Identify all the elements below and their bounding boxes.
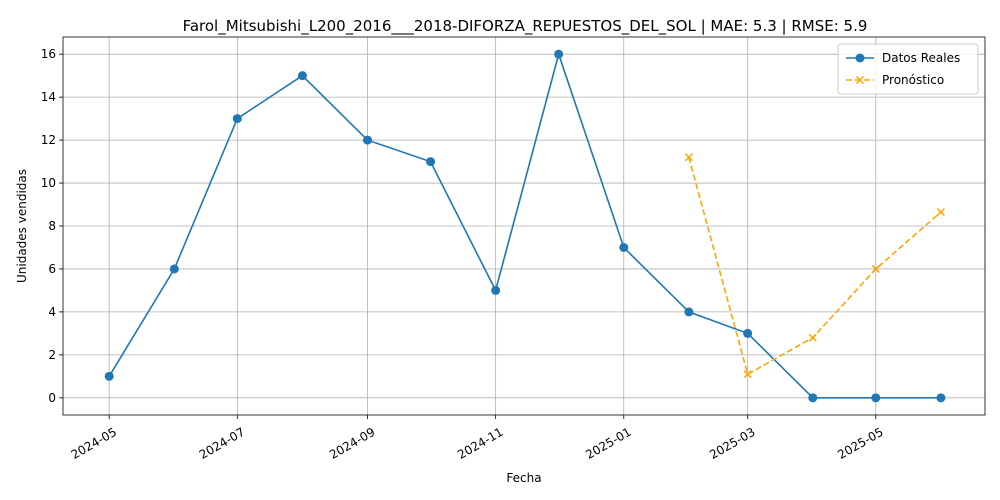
x-tick-label: 2024-09 bbox=[327, 425, 377, 462]
y-tick-label: 10 bbox=[41, 176, 56, 190]
forecast-point-marker bbox=[743, 370, 752, 379]
plot-frame bbox=[62, 36, 986, 416]
y-tick-label: 14 bbox=[41, 90, 56, 104]
series-lines bbox=[104, 49, 946, 403]
data-point-marker bbox=[808, 393, 818, 403]
x-tick-label: 2025-03 bbox=[707, 425, 757, 462]
legend-label-2: Pronóstico bbox=[882, 73, 944, 87]
data-point-marker bbox=[684, 307, 694, 317]
x-axis-title: Fecha bbox=[506, 471, 541, 485]
data-point-marker bbox=[871, 393, 881, 403]
data-point-marker bbox=[491, 285, 501, 295]
y-axis-title: Unidades vendidas bbox=[15, 169, 29, 283]
data-point-marker bbox=[363, 135, 373, 145]
x-tick-label: 2024-05 bbox=[69, 425, 119, 462]
y-tick-label: 0 bbox=[48, 391, 56, 405]
data-point-marker bbox=[554, 49, 564, 59]
data-point-marker bbox=[936, 393, 946, 403]
x-tick-label: 2025-05 bbox=[835, 425, 885, 462]
data-point-marker bbox=[743, 328, 753, 338]
data-point-marker bbox=[104, 371, 114, 381]
data-point-marker bbox=[169, 264, 179, 274]
x-tick-label: 2024-11 bbox=[455, 425, 505, 462]
forecast-point-marker bbox=[808, 333, 817, 342]
y-tick-label: 12 bbox=[41, 133, 56, 147]
forecast-point-marker bbox=[684, 153, 693, 162]
legend-marker-1 bbox=[855, 53, 865, 63]
data-point-marker bbox=[619, 242, 629, 252]
x-tick-label: 2025-01 bbox=[583, 425, 633, 462]
y-tick-label: 8 bbox=[48, 219, 56, 233]
y-tick-label: 2 bbox=[48, 348, 56, 362]
data-point-marker bbox=[232, 114, 242, 124]
data-point-marker bbox=[426, 157, 436, 167]
chart-title: Farol_Mitsubishi_L200_2016___2018-DIFORZ… bbox=[183, 17, 868, 36]
x-tick-label: 2024-07 bbox=[197, 425, 247, 462]
data-point-marker bbox=[297, 71, 307, 81]
legend-marker-2 bbox=[855, 75, 865, 85]
legend-box bbox=[837, 43, 979, 95]
y-tick-label: 16 bbox=[41, 47, 56, 61]
series-line-2 bbox=[688, 157, 942, 376]
series-line-1 bbox=[108, 51, 941, 399]
forecast-point-marker bbox=[936, 208, 945, 217]
legend-label-1: Datos Reales bbox=[882, 51, 960, 65]
forecast-point-marker bbox=[871, 264, 880, 273]
y-tick-label: 4 bbox=[48, 305, 56, 319]
y-tick-label: 6 bbox=[48, 262, 56, 276]
legend: Datos Reales Pronóstico bbox=[837, 43, 979, 95]
